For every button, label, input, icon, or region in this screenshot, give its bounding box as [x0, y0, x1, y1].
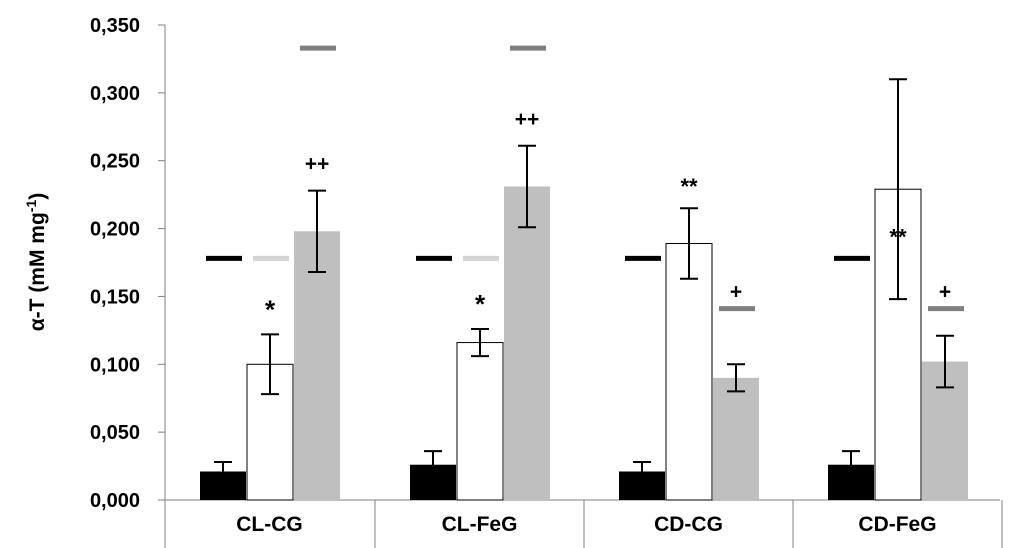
significance-mark: **	[889, 224, 907, 249]
bar	[294, 231, 340, 501]
y-axis-tick-labels: 0,000 0,050 0,100 0,150 0,200 0,250 0,300 0,350	[90, 15, 140, 512]
bar	[504, 186, 550, 500]
y-axis-title-superscript: -1	[23, 200, 39, 213]
category-label: CD-CG	[654, 513, 723, 536]
error-bars	[214, 78, 954, 482]
bar	[713, 377, 759, 500]
y-tick-label: 0,300	[90, 83, 140, 105]
significance-mark: *	[265, 294, 276, 324]
category-label: CL-FeG	[442, 513, 518, 536]
significance-mark: ++	[305, 153, 330, 176]
y-tick-label: 0,100	[90, 354, 140, 376]
y-tick-label: 0,250	[90, 151, 140, 173]
y-tick-label: 0,000	[90, 490, 140, 512]
y-tick-label: 0,150	[90, 286, 140, 308]
category-dividers	[164, 500, 1003, 548]
bar	[665, 243, 713, 501]
significance-annotations: * *****+++++ +	[265, 108, 951, 325]
y-axis-title-close: )	[26, 193, 49, 200]
bars	[200, 186, 968, 501]
category-label: CD-FeG	[858, 513, 936, 536]
y-tick-label: 0,050	[90, 422, 140, 444]
y-tick-label: 0,350	[90, 15, 140, 37]
significance-mark: **	[680, 174, 698, 199]
significance-mark: *	[475, 289, 486, 319]
y-axis-ticks	[158, 24, 165, 501]
significance-mark: +	[730, 281, 742, 304]
significance-mark: +	[939, 281, 951, 304]
category-label: CL-CG	[236, 513, 303, 536]
significance-mark: ++	[515, 108, 540, 131]
bar	[456, 342, 504, 501]
y-axis-title-main: α-T (mM mg	[26, 212, 49, 331]
y-tick-label: 0,200	[90, 219, 140, 241]
y-axis-title: α-T (mM mg-1)	[23, 193, 49, 332]
x-axis-category-labels: CL-CG CL-FeG CD-CG CD-FeG	[236, 513, 936, 536]
